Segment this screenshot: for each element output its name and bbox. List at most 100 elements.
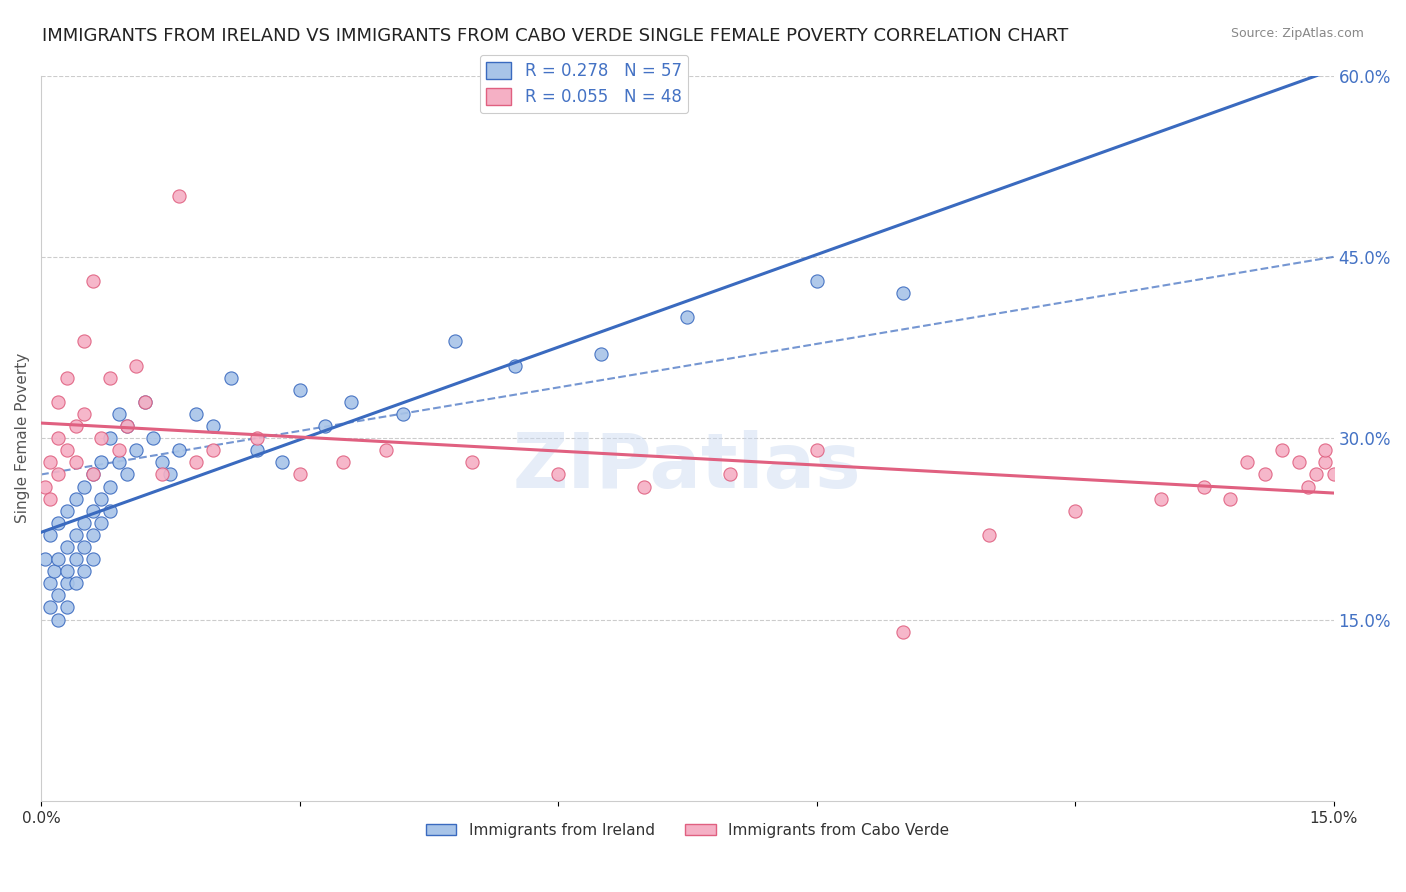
Point <box>38 455 60 469</box>
Point <box>891 624 914 639</box>
Point <box>46 467 69 482</box>
Point <box>34 552 56 566</box>
Point <box>159 467 181 482</box>
Point <box>65 528 87 542</box>
Point <box>46 552 69 566</box>
Point <box>1296 479 1319 493</box>
Point <box>1271 443 1294 458</box>
Point <box>82 467 104 482</box>
Point <box>314 419 336 434</box>
Point <box>56 576 79 591</box>
Point <box>107 443 129 458</box>
Point <box>633 479 655 493</box>
Point <box>98 370 121 384</box>
Point <box>134 395 156 409</box>
Point <box>1288 455 1310 469</box>
Point <box>1254 467 1277 482</box>
Point <box>117 419 139 434</box>
Point <box>167 189 190 203</box>
Point <box>1219 491 1241 506</box>
Point <box>98 504 121 518</box>
Point <box>38 528 60 542</box>
Point <box>219 370 242 384</box>
Point <box>38 600 60 615</box>
Point <box>107 455 129 469</box>
Point <box>167 443 190 458</box>
Point <box>1313 443 1336 458</box>
Point <box>73 564 96 578</box>
Point <box>202 419 225 434</box>
Point <box>82 504 104 518</box>
Point <box>90 431 112 445</box>
Point <box>65 491 87 506</box>
Point <box>38 491 60 506</box>
Point <box>1150 491 1173 506</box>
Point <box>73 407 96 421</box>
Point <box>591 346 613 360</box>
Point <box>125 359 148 373</box>
Y-axis label: Single Female Poverty: Single Female Poverty <box>15 353 30 524</box>
Point <box>806 274 828 288</box>
Point <box>340 395 363 409</box>
Point <box>245 443 267 458</box>
Point <box>461 455 484 469</box>
Point <box>503 359 526 373</box>
Point <box>720 467 742 482</box>
Point <box>46 395 69 409</box>
Point <box>1323 467 1346 482</box>
Point <box>1236 455 1258 469</box>
Point <box>134 395 156 409</box>
Point <box>977 528 1000 542</box>
Point <box>1313 455 1336 469</box>
Point <box>56 370 79 384</box>
Point <box>42 564 65 578</box>
Point <box>1194 479 1216 493</box>
Point <box>107 407 129 421</box>
Point <box>125 443 148 458</box>
Point <box>65 576 87 591</box>
Point <box>73 540 96 554</box>
Text: IMMIGRANTS FROM IRELAND VS IMMIGRANTS FROM CABO VERDE SINGLE FEMALE POVERTY CORR: IMMIGRANTS FROM IRELAND VS IMMIGRANTS FR… <box>42 27 1069 45</box>
Point <box>46 613 69 627</box>
Point <box>245 431 267 445</box>
Point <box>392 407 415 421</box>
Point <box>150 467 173 482</box>
Point <box>202 443 225 458</box>
Point <box>90 516 112 530</box>
Point <box>82 552 104 566</box>
Point <box>65 455 87 469</box>
Point <box>117 467 139 482</box>
Point <box>56 600 79 615</box>
Point <box>56 504 79 518</box>
Point <box>82 528 104 542</box>
Point <box>547 467 569 482</box>
Point <box>288 467 311 482</box>
Point <box>73 334 96 349</box>
Point <box>56 540 79 554</box>
Point <box>1064 504 1087 518</box>
Point <box>150 455 173 469</box>
Point <box>90 455 112 469</box>
Point <box>117 419 139 434</box>
Point <box>46 588 69 602</box>
Point <box>443 334 465 349</box>
Point <box>82 274 104 288</box>
Point <box>271 455 294 469</box>
Point <box>34 479 56 493</box>
Point <box>46 516 69 530</box>
Legend: Immigrants from Ireland, Immigrants from Cabo Verde: Immigrants from Ireland, Immigrants from… <box>419 817 955 844</box>
Point <box>186 455 208 469</box>
Point <box>186 407 208 421</box>
Point <box>1305 467 1327 482</box>
Point <box>82 467 104 482</box>
Point <box>65 419 87 434</box>
Point <box>98 431 121 445</box>
Point <box>142 431 165 445</box>
Point <box>332 455 354 469</box>
Point <box>65 552 87 566</box>
Point <box>98 479 121 493</box>
Point <box>73 516 96 530</box>
Point <box>806 443 828 458</box>
Point <box>288 383 311 397</box>
Point <box>46 431 69 445</box>
